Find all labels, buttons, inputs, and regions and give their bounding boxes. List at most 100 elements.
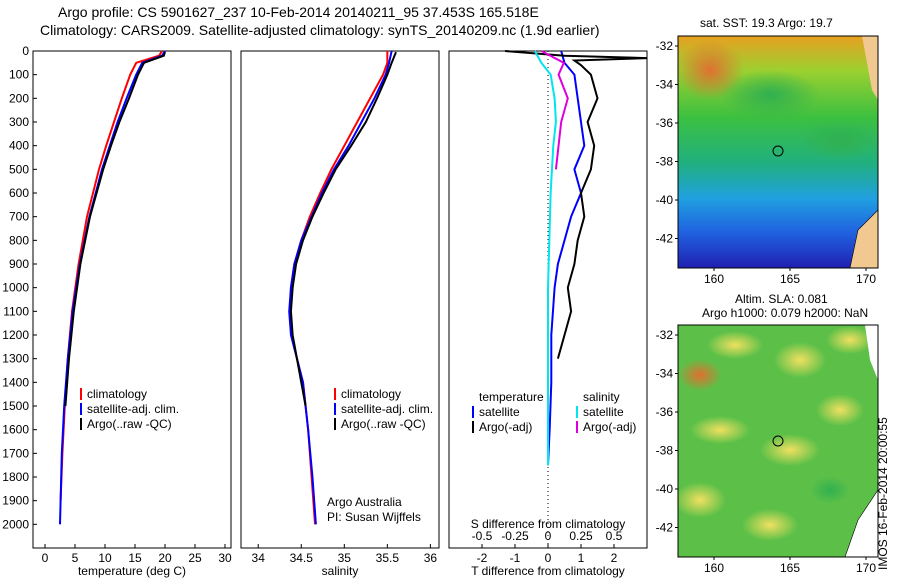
legend-label: satellite — [479, 405, 520, 419]
map-x-tick-label: 160 — [704, 561, 724, 575]
map-x-tick-label: 170 — [856, 561, 876, 575]
argo-location-marker — [772, 145, 784, 157]
x-tick-label: 36 — [424, 551, 438, 565]
map-y-tick-label: -32 — [656, 328, 674, 342]
x-tick-label: 2 — [611, 551, 618, 565]
s-tick-label: -0.25 — [501, 529, 529, 543]
x-tick-label: 15 — [128, 551, 142, 565]
x-tick-label: 30 — [218, 551, 232, 565]
series-line — [289, 51, 389, 525]
sla-map-title-1: Altim. SLA: 0.081 — [735, 292, 828, 306]
y-tick-label: 600 — [9, 186, 29, 200]
series-line — [59, 50, 163, 501]
y-tick-label: 0 — [22, 44, 29, 58]
y-tick-label: 300 — [9, 115, 29, 129]
map-x-tick-label: 160 — [704, 272, 724, 286]
y-tick-label: 200 — [9, 91, 29, 105]
series-line — [547, 50, 586, 466]
x-tick-label: 5 — [72, 551, 79, 565]
x-tick-label: 25 — [188, 551, 202, 565]
series-line — [540, 50, 569, 170]
x-tick-label: -1 — [510, 551, 521, 565]
y-tick-label: 800 — [9, 233, 29, 247]
x-axis-label: salinity — [322, 564, 359, 578]
map-x-tick-label: 165 — [780, 561, 800, 575]
x-tick-label: 34.5 — [290, 551, 314, 565]
y-tick-label: 700 — [9, 210, 29, 224]
legend-label: satellite-adj. clim. — [87, 402, 179, 416]
legend-label: Argo(..raw -QC) — [87, 417, 172, 431]
map-x-tick-label: 170 — [856, 272, 876, 286]
map-y-tick-label: -42 — [656, 521, 674, 535]
legend-label: Argo(..raw -QC) — [341, 417, 426, 431]
y-tick-label: 1100 — [3, 304, 29, 318]
legend-title: salinity — [583, 390, 620, 404]
x-tick-label: 34 — [252, 551, 266, 565]
map-y-tick-label: -34 — [656, 367, 674, 381]
sst-map-title: sat. SST: 19.3 Argo: 19.7 — [700, 16, 833, 30]
series-line — [59, 50, 166, 525]
annotation: Argo Australia — [327, 495, 402, 509]
map-y-tick-label: -40 — [656, 482, 674, 496]
y-tick-label: 400 — [9, 139, 29, 153]
legend-label: Argo(-adj) — [479, 420, 532, 434]
timestamp-stamp: IMOS 16-Feb-2014 20:00:55 — [876, 417, 890, 570]
s-tick-label: -0.5 — [472, 529, 493, 543]
y-tick-label: 1900 — [2, 494, 29, 508]
map-y-tick-label: -38 — [656, 155, 674, 169]
figure-title: Argo profile: CS 5901627_237 10-Feb-2014… — [58, 4, 539, 20]
argo-location-marker-sla — [772, 435, 784, 447]
s-tick-label: 0.5 — [606, 529, 623, 543]
x-axis-label: T difference from climatology — [471, 564, 625, 578]
x-tick-label: 1 — [578, 551, 585, 565]
y-tick-label: 2000 — [2, 517, 29, 531]
legend-label: climatology — [87, 387, 147, 401]
legend-label: Argo(-adj) — [583, 420, 636, 434]
map-y-tick-label: -40 — [656, 193, 674, 207]
map-x-tick-label: 165 — [780, 272, 800, 286]
y-tick-label: 1600 — [2, 423, 29, 437]
x-tick-label: -2 — [477, 551, 488, 565]
y-tick-label: 1700 — [2, 446, 29, 460]
x-axis-label: temperature (deg C) — [78, 564, 186, 578]
s-axis-label: S difference from climatology — [471, 517, 626, 531]
y-tick-label: 1400 — [2, 375, 29, 389]
s-tick-label: 0.25 — [569, 529, 593, 543]
x-tick-label: 0 — [42, 551, 49, 565]
figure-subtitle: Climatology: CARS2009. Satellite-adjuste… — [40, 22, 600, 38]
y-tick-label: 500 — [9, 162, 29, 176]
x-tick-label: 35.5 — [376, 551, 400, 565]
map-y-tick-label: -42 — [656, 232, 674, 246]
s-tick-label: 0 — [545, 529, 552, 543]
annotation: PI: Susan Wijffels — [327, 510, 421, 524]
sst-map — [676, 35, 880, 269]
series-line — [505, 50, 648, 359]
y-tick-label: 1000 — [2, 281, 29, 295]
series-line — [289, 51, 397, 407]
y-tick-label: 1500 — [2, 399, 29, 413]
series-line — [64, 51, 166, 407]
y-tick-label: 1800 — [2, 470, 29, 484]
y-tick-label: 1200 — [2, 328, 29, 342]
series-line — [533, 50, 557, 466]
x-tick-label: 0 — [545, 551, 552, 565]
x-tick-label: 20 — [158, 551, 172, 565]
y-tick-label: 900 — [9, 257, 29, 271]
x-tick-label: 10 — [98, 551, 112, 565]
map-y-tick-label: -36 — [656, 116, 674, 130]
legend-title: temperature — [479, 390, 544, 404]
sla-map-title-2: Argo h1000: 0.079 h2000: NaN — [702, 306, 869, 320]
salinity-panel — [240, 50, 440, 549]
legend-label: satellite-adj. clim. — [341, 402, 433, 416]
y-tick-label: 100 — [9, 68, 29, 82]
x-tick-label: 35 — [338, 551, 352, 565]
sla-map — [674, 324, 879, 558]
temperature-panel — [32, 50, 232, 549]
y-tick-label: 1300 — [2, 352, 29, 366]
series-line — [288, 50, 393, 525]
map-y-tick-label: -34 — [656, 78, 674, 92]
legend-label: satellite — [583, 405, 624, 419]
map-y-tick-label: -36 — [656, 405, 674, 419]
map-y-tick-label: -32 — [656, 39, 674, 53]
